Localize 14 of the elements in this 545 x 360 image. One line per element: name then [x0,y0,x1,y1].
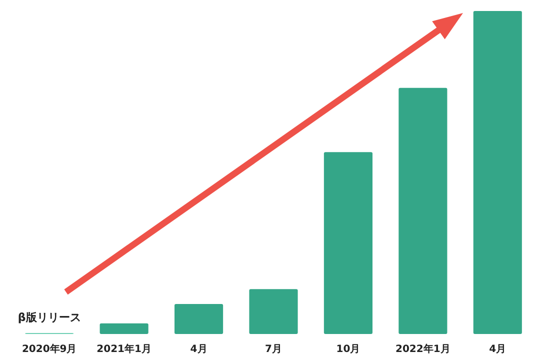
x-tick-label: 10月 [336,344,360,355]
bar [174,304,224,334]
x-tick-label: 2021年1月 [96,343,152,355]
x-tick-label: 2020年9月 [22,343,77,355]
bar [100,323,148,334]
x-tick-label: 4月 [489,344,506,355]
x-tick-label: 7月 [265,344,282,355]
bar [249,289,298,334]
bar [324,152,372,334]
bar [473,11,522,334]
bar [398,88,448,334]
x-tick-label: 4月 [190,344,208,355]
x-tick-label: 2022年1月 [396,343,450,355]
annotation: β版リリース [18,311,81,324]
